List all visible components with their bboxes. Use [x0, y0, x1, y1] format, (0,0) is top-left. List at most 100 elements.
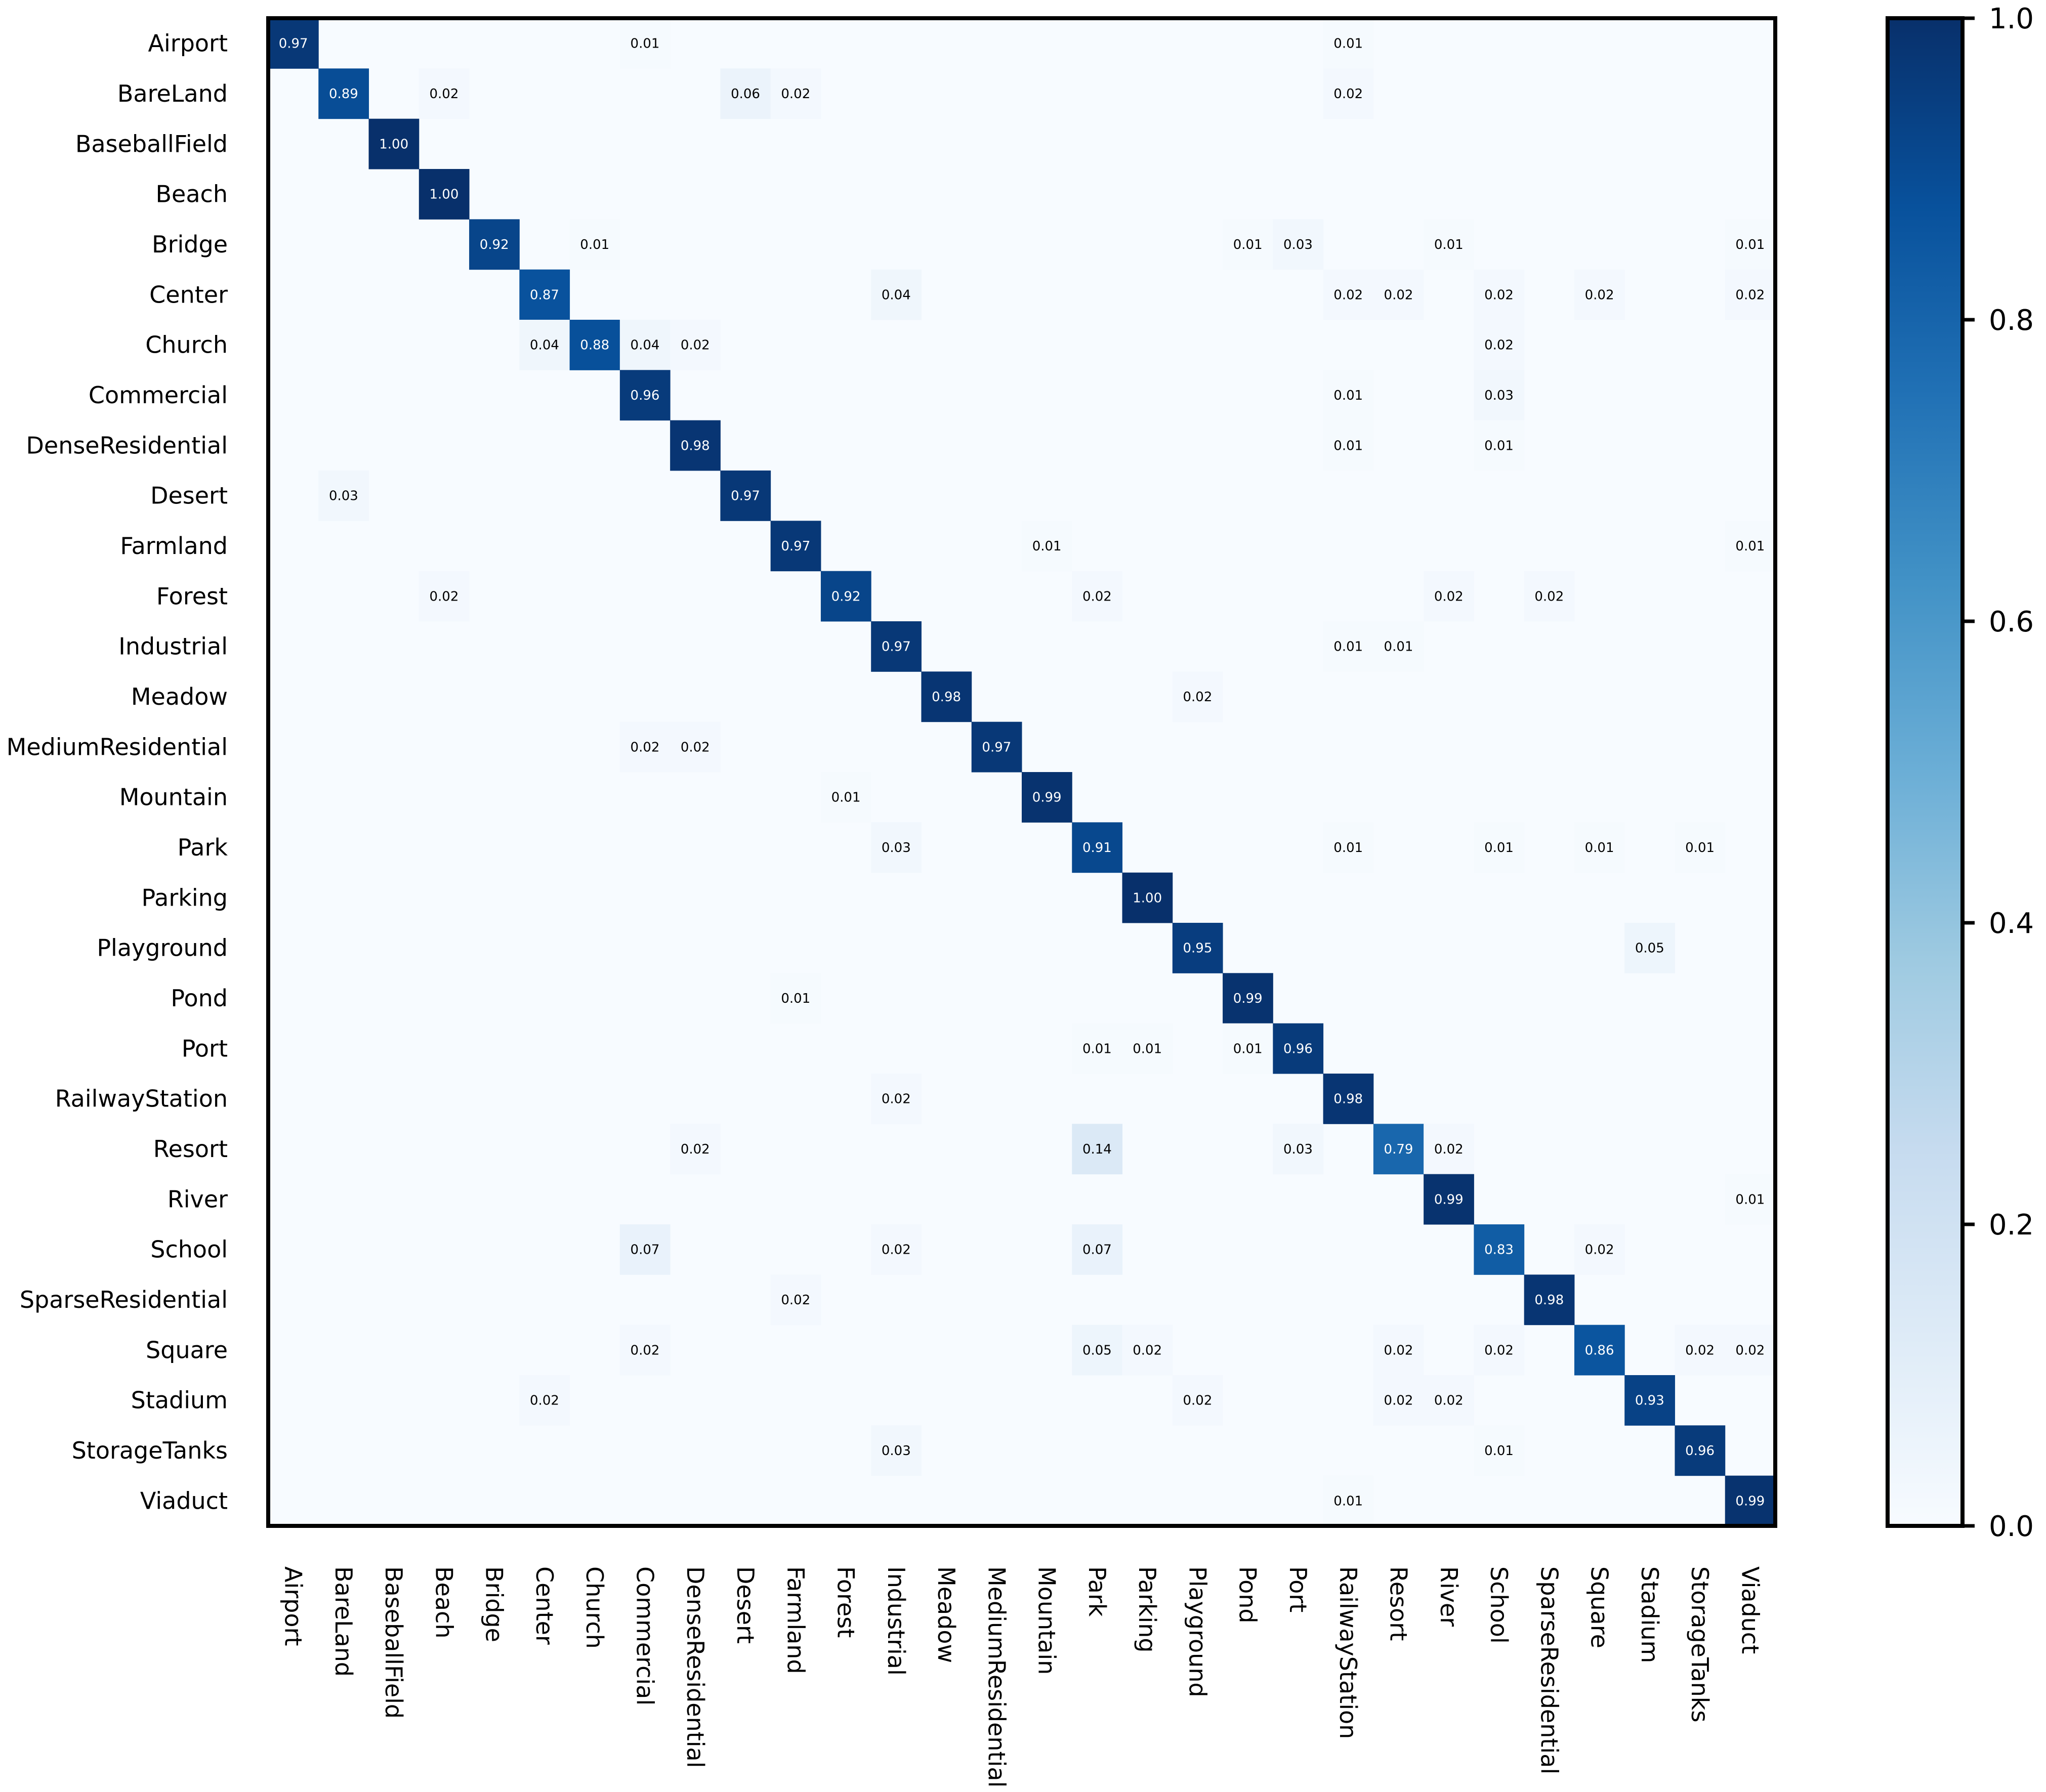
heatmap-cell	[1022, 521, 1072, 572]
cell-value-label: 0.01	[1333, 1494, 1363, 1509]
heatmap-cell	[619, 320, 671, 370]
y-tick-label: Desert	[150, 482, 228, 509]
cell-value-label: 0.02	[1333, 287, 1363, 303]
cell-value-label: 0.03	[329, 489, 358, 504]
cell-value-label: 0.01	[831, 790, 861, 805]
heatmap-cell	[1574, 1224, 1625, 1275]
y-tick-label: Church	[145, 331, 228, 359]
cell-value-label: 0.01	[1082, 1041, 1112, 1056]
heatmap-cell	[1072, 571, 1123, 622]
x-tick-label: Mountain	[1033, 1566, 1061, 1675]
heatmap-cell	[1072, 822, 1123, 873]
y-tick-label: Playground	[97, 934, 228, 962]
heatmap-cell	[1122, 872, 1173, 923]
cell-value-label: 0.01	[1384, 639, 1413, 655]
cell-value-label: 0.96	[1283, 1041, 1313, 1056]
y-tick-label: Industrial	[118, 633, 228, 660]
heatmap-cell	[1373, 621, 1424, 672]
y-tick-label: DenseResidential	[26, 432, 228, 459]
y-tick-label: Forest	[156, 582, 228, 610]
heatmap-cells: 0.97 0.01 0.01 0.89 0.02 0.06 0.02 0.02 1.00 1.00…	[268, 18, 1776, 1526]
colorbar-tick-label: 0.0	[1989, 1510, 2034, 1543]
heatmap-cell	[871, 1074, 922, 1124]
cell-value-label: 0.03	[882, 840, 911, 856]
colorbar-tick-label: 0.4	[1989, 907, 2034, 940]
x-tick-label: Stadium	[1636, 1566, 1663, 1663]
heatmap-cell	[1273, 219, 1324, 270]
heatmap-cell	[1424, 1174, 1474, 1225]
cell-value-label: 0.01	[631, 36, 660, 52]
heatmap-cell	[971, 721, 1022, 773]
heatmap-cell	[519, 269, 570, 320]
heatmap-cell	[1323, 1074, 1374, 1124]
cell-value-label: 0.02	[1534, 589, 1564, 604]
cell-value-label: 0.99	[1233, 991, 1263, 1006]
heatmap-cell	[268, 18, 319, 69]
cell-value-label: 0.02	[1333, 87, 1363, 102]
heatmap-cell	[820, 571, 871, 622]
heatmap-cell	[469, 219, 520, 270]
x-tick-label: Center	[531, 1566, 558, 1645]
cell-value-label: 0.01	[1735, 237, 1765, 252]
heatmap-cell	[1424, 219, 1474, 270]
cell-value-label: 0.02	[1585, 1243, 1614, 1258]
cell-value-label: 0.01	[1333, 639, 1363, 655]
x-tick-label: Farmland	[782, 1566, 809, 1674]
x-tick-label: Pond	[1234, 1566, 1262, 1624]
heatmap-cell	[770, 68, 821, 119]
cell-value-label: 0.04	[530, 338, 559, 353]
cell-value-label: 0.03	[1283, 1142, 1313, 1157]
y-tick-label: Center	[149, 281, 228, 308]
cell-value-label: 0.02	[530, 1393, 559, 1409]
heatmap-cell	[770, 973, 821, 1024]
cell-value-label: 0.02	[681, 338, 710, 353]
y-tick-label: Resort	[153, 1135, 228, 1163]
cell-value-label: 0.02	[1585, 287, 1614, 303]
cell-value-label: 0.01	[1032, 539, 1062, 554]
y-tick-label: Mountain	[119, 784, 228, 811]
x-tick-label: School	[1485, 1566, 1513, 1644]
x-axis-labels: Airport BareLand BaseballField Beach Bridge C…	[280, 1566, 1764, 1787]
heatmap-cell	[1474, 370, 1525, 421]
x-tick-label: Commercial	[632, 1566, 659, 1705]
cell-value-label: 0.01	[781, 991, 810, 1006]
heatmap-cell	[619, 18, 671, 69]
heatmap-cell	[1574, 1325, 1625, 1376]
cell-value-label: 0.01	[1685, 840, 1715, 856]
y-tick-label: Port	[182, 1035, 228, 1062]
cell-value-label: 0.02	[1434, 1393, 1464, 1409]
x-tick-label: StorageTanks	[1686, 1566, 1714, 1722]
heatmap-cell	[871, 269, 922, 320]
heatmap-cell	[419, 169, 470, 220]
cell-value-label: 0.02	[631, 1343, 660, 1358]
cell-value-label: 0.02	[1384, 1343, 1413, 1358]
cell-value-label: 0.02	[1133, 1343, 1162, 1358]
heatmap-cell	[368, 118, 420, 169]
cell-value-label: 0.07	[631, 1243, 660, 1258]
x-tick-label: SparseResidential	[1535, 1566, 1563, 1774]
heatmap-cell	[1223, 1023, 1273, 1074]
cell-value-label: 0.01	[1233, 1041, 1263, 1056]
cell-value-label: 0.97	[982, 740, 1011, 755]
cell-value-label: 0.01	[1484, 438, 1514, 453]
heatmap-cell	[1725, 1174, 1776, 1225]
heatmap-cell	[871, 1224, 922, 1275]
cell-value-label: 0.88	[580, 338, 609, 353]
x-tick-label: Airport	[280, 1566, 307, 1646]
x-tick-label: Beach	[430, 1566, 457, 1639]
heatmap-cell	[318, 68, 369, 119]
colorbar-frame	[1886, 16, 1965, 1528]
cell-value-label: 0.02	[681, 740, 710, 755]
heatmap-cell	[1373, 1375, 1424, 1426]
cell-value-label: 0.01	[1585, 840, 1614, 856]
heatmap-cell	[519, 320, 570, 370]
cell-value-label: 0.02	[1384, 1393, 1413, 1409]
cell-value-label: 0.99	[1434, 1192, 1464, 1207]
y-tick-label: Stadium	[131, 1387, 228, 1414]
x-tick-label: Square	[1586, 1566, 1613, 1648]
x-tick-label: MediumResidential	[983, 1566, 1010, 1787]
heatmap-cell	[569, 320, 620, 370]
heatmap-cell	[1323, 822, 1374, 873]
heatmap-cell	[1675, 1425, 1726, 1476]
